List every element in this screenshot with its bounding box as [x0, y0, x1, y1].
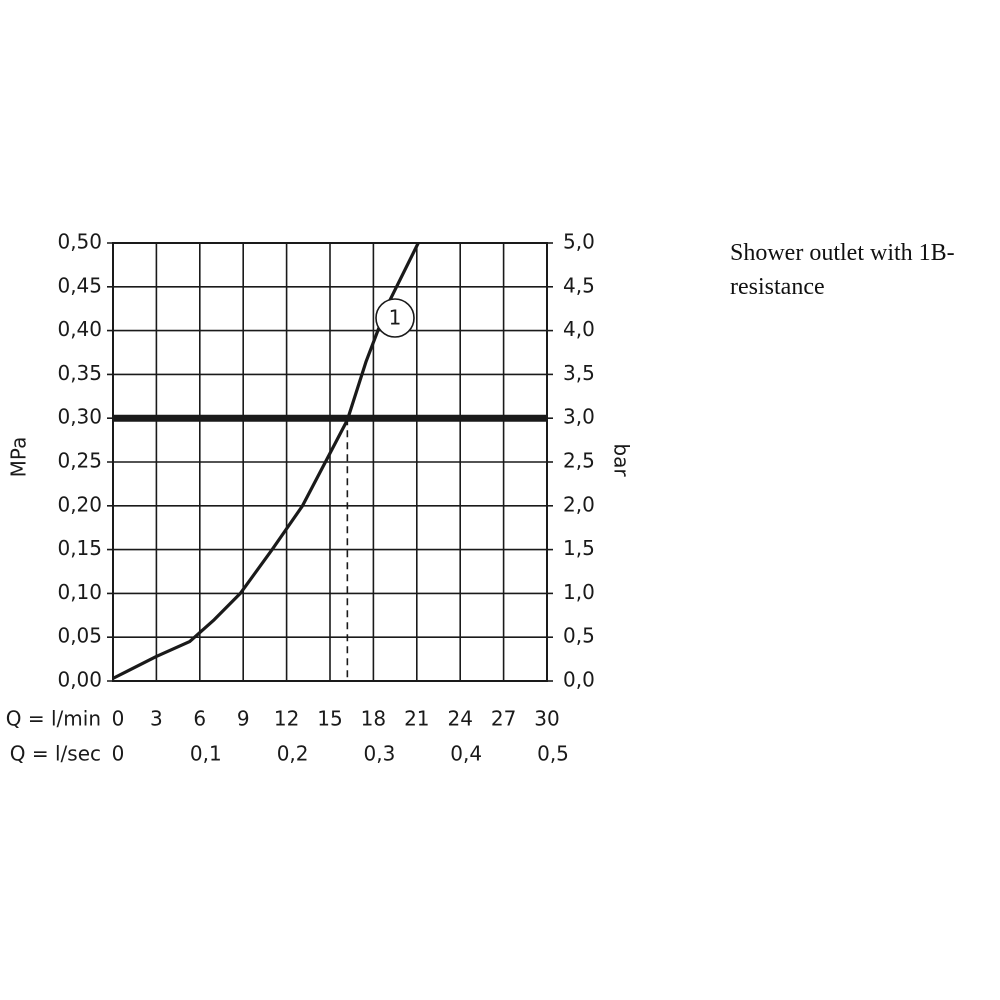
- x-tick-label: 15: [317, 707, 342, 731]
- y-tick-label: 0,50: [57, 230, 102, 254]
- y-tick-label: 0,35: [57, 361, 102, 385]
- x2-tick-label: 0,3: [363, 742, 395, 766]
- y-axis-label: MPa: [7, 437, 31, 478]
- y-tick-label: 0,10: [57, 580, 102, 604]
- x-axis-label: Q = l/min: [6, 707, 101, 731]
- x2-tick-label: 0,1: [190, 742, 222, 766]
- y2-tick-label: 3,5: [563, 361, 595, 385]
- x2-tick-label: 0,2: [277, 742, 309, 766]
- y2-tick-label: 2,5: [563, 449, 595, 473]
- note: Shower outlet with 1B-resistance: [730, 240, 955, 300]
- y-tick-label: 0,00: [57, 668, 102, 692]
- x-tick-label: 21: [404, 707, 429, 731]
- y-tick-label: 0,20: [57, 492, 102, 516]
- y-tick-label: 0,45: [57, 273, 102, 297]
- y-tick-label: 0,40: [57, 317, 102, 341]
- y-tick-label: 0,15: [57, 536, 102, 560]
- plot-frame: [112, 242, 548, 682]
- x-tick-label: 18: [361, 707, 386, 731]
- x-tick-label: 9: [237, 707, 250, 731]
- x-tick-label: 3: [150, 707, 163, 731]
- series-line: [112, 242, 420, 680]
- x-tick-label: 12: [274, 707, 299, 731]
- y2-tick-label: 4,5: [563, 273, 595, 297]
- x-tick-label: 30: [534, 707, 559, 731]
- y-tick-label: 0,25: [57, 449, 102, 473]
- y2-tick-label: 4,0: [563, 317, 595, 341]
- x-tick-label: 27: [491, 707, 516, 731]
- y2-tick-label: 2,0: [563, 492, 595, 516]
- x-tick-label: 6: [193, 707, 206, 731]
- x-tick-label: 24: [447, 707, 472, 731]
- y-tick-label: 0,05: [57, 624, 102, 648]
- x2-tick-label: 0,4: [450, 742, 482, 766]
- x-tick-label: 0: [112, 707, 125, 731]
- x2-tick-label: 0: [112, 742, 125, 766]
- x2-tick-label: 0,5: [537, 742, 569, 766]
- y2-tick-label: 0,5: [563, 624, 595, 648]
- y-tick-label: 0,30: [57, 405, 102, 429]
- y2-tick-label: 3,0: [563, 405, 595, 429]
- x2-axis-label: Q = l/sec: [10, 742, 101, 766]
- y2-tick-label: 5,0: [563, 230, 595, 254]
- y2-tick-label: 0,0: [563, 668, 595, 692]
- y2-tick-label: 1,0: [563, 580, 595, 604]
- y2-tick-label: 1,5: [563, 536, 595, 560]
- y2-axis-label: bar: [610, 443, 634, 477]
- series-label-circle: [375, 298, 415, 338]
- series-label: 1: [389, 306, 402, 330]
